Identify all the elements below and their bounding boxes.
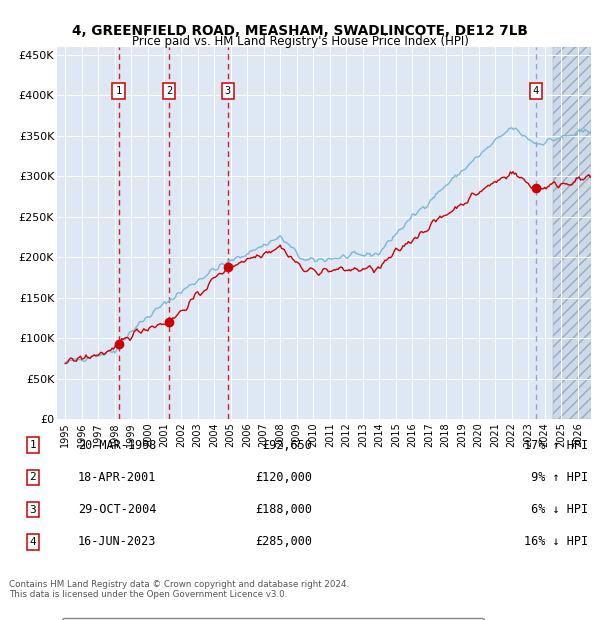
Text: 2: 2 bbox=[29, 472, 37, 482]
Text: 16% ↓ HPI: 16% ↓ HPI bbox=[524, 536, 588, 548]
Text: 16-JUN-2023: 16-JUN-2023 bbox=[78, 536, 157, 548]
Text: 6% ↓ HPI: 6% ↓ HPI bbox=[524, 503, 588, 516]
Text: Contains HM Land Registry data © Crown copyright and database right 2024.
This d: Contains HM Land Registry data © Crown c… bbox=[9, 580, 349, 599]
Text: 3: 3 bbox=[29, 505, 37, 515]
Text: 18-APR-2001: 18-APR-2001 bbox=[78, 471, 157, 484]
Text: 20-MAR-1998: 20-MAR-1998 bbox=[78, 439, 157, 451]
Legend: 4, GREENFIELD ROAD, MEASHAM, SWADLINCOTE, DE12 7LB (detached house), HPI: Averag: 4, GREENFIELD ROAD, MEASHAM, SWADLINCOTE… bbox=[62, 618, 484, 620]
Text: 4: 4 bbox=[29, 537, 37, 547]
Text: £188,000: £188,000 bbox=[255, 503, 312, 516]
Text: £285,000: £285,000 bbox=[255, 536, 312, 548]
Text: 29-OCT-2004: 29-OCT-2004 bbox=[78, 503, 157, 516]
Text: £120,000: £120,000 bbox=[255, 471, 312, 484]
Text: 9% ↑ HPI: 9% ↑ HPI bbox=[524, 471, 588, 484]
Text: 4: 4 bbox=[533, 86, 539, 96]
Bar bbox=[553, 46, 600, 420]
Text: 3: 3 bbox=[224, 86, 231, 96]
Text: 2: 2 bbox=[166, 86, 173, 96]
Text: 1: 1 bbox=[29, 440, 37, 450]
Text: 1: 1 bbox=[115, 86, 122, 96]
Text: 17% ↑ HPI: 17% ↑ HPI bbox=[524, 439, 588, 451]
Text: 4, GREENFIELD ROAD, MEASHAM, SWADLINCOTE, DE12 7LB: 4, GREENFIELD ROAD, MEASHAM, SWADLINCOTE… bbox=[72, 24, 528, 38]
Text: Price paid vs. HM Land Registry's House Price Index (HPI): Price paid vs. HM Land Registry's House … bbox=[131, 35, 469, 48]
Bar bbox=[553, 46, 600, 420]
Text: £92,650: £92,650 bbox=[262, 439, 312, 451]
